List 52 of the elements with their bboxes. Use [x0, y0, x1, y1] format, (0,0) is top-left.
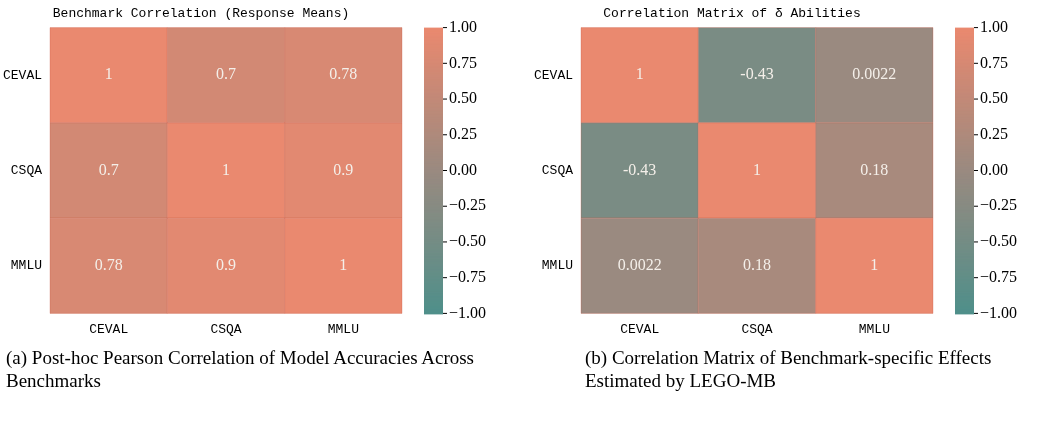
data-label: 0.0022: [617, 255, 662, 273]
y-tick-label: CSQA: [541, 162, 574, 178]
color-bar-label: −0.25: [449, 196, 487, 214]
x-tick-label: CEVAL: [89, 321, 129, 337]
text: (b) Correlation Matrix of Benchmark-specific Effects Estimated by LEGO-MB: [585, 346, 993, 392]
color-bar-label: 0.75: [449, 53, 477, 71]
data-label: 1: [753, 160, 761, 178]
chart-title: Benchmark Correlation (Response Means): [52, 6, 350, 22]
data-label: 1: [222, 160, 230, 178]
color-bar-label: 0.75: [980, 53, 1008, 71]
data-label: 0.18: [860, 160, 889, 178]
x-tick-label: MMLU: [858, 321, 890, 337]
data-label: 0.78: [94, 255, 123, 273]
data-label: 1: [104, 65, 113, 83]
color-bar-label: 0.25: [449, 124, 477, 142]
data-label: 0.9: [333, 160, 354, 178]
x-tick-label: CEVAL: [620, 321, 660, 337]
color-bar-label: 0.50: [449, 89, 477, 107]
color-bar-label: 1.00: [449, 17, 477, 35]
y-tick-label: MMLU: [10, 258, 43, 274]
y-tick-label: MMLU: [541, 258, 574, 274]
color-bar-label: −0.50: [980, 232, 1018, 250]
color-bar-label: 1.00: [980, 17, 1008, 35]
color-bar-label: 0.25: [980, 124, 1008, 142]
color-bar-label: −0.25: [980, 196, 1018, 214]
y-tick-label: CSQA: [10, 162, 43, 178]
x-tick-label: CSQA: [210, 321, 242, 337]
color-bar-label: 0.50: [980, 89, 1008, 107]
data-label: 1: [870, 255, 879, 273]
data-label: 0.18: [743, 255, 771, 273]
y-tick-label: CEVAL: [533, 67, 574, 83]
data-label: 1: [339, 255, 348, 273]
color-bar-label: −0.50: [449, 232, 487, 250]
data-label: 0.9: [216, 255, 236, 273]
color-bar-label: −1.00: [449, 303, 487, 321]
color-bar-label: 0.00: [449, 160, 477, 178]
data-label: 0.7: [98, 160, 119, 178]
y-tick-label: CEVAL: [2, 67, 43, 83]
color-bar-label: −1.00: [980, 303, 1018, 321]
color-bar-label: 0.00: [980, 160, 1008, 178]
text: (a) Post-hoc Pearson Correlation of Model Accuracies Across Benchmarks: [6, 346, 475, 392]
color-bar-label: −0.75: [980, 267, 1018, 285]
data-label: -0.43: [623, 160, 657, 178]
chart-title: Correlation Matrix of δ Abilities: [603, 6, 861, 22]
x-tick-label: CSQA: [741, 321, 773, 337]
color-bar-label: −0.75: [449, 267, 487, 285]
x-tick-label: MMLU: [327, 321, 359, 337]
data-label: 0.78: [329, 65, 358, 83]
data-label: 1: [635, 65, 644, 83]
data-label: 0.7: [216, 65, 236, 83]
data-label: -0.43: [740, 65, 774, 83]
data-label: 0.0022: [852, 65, 897, 83]
